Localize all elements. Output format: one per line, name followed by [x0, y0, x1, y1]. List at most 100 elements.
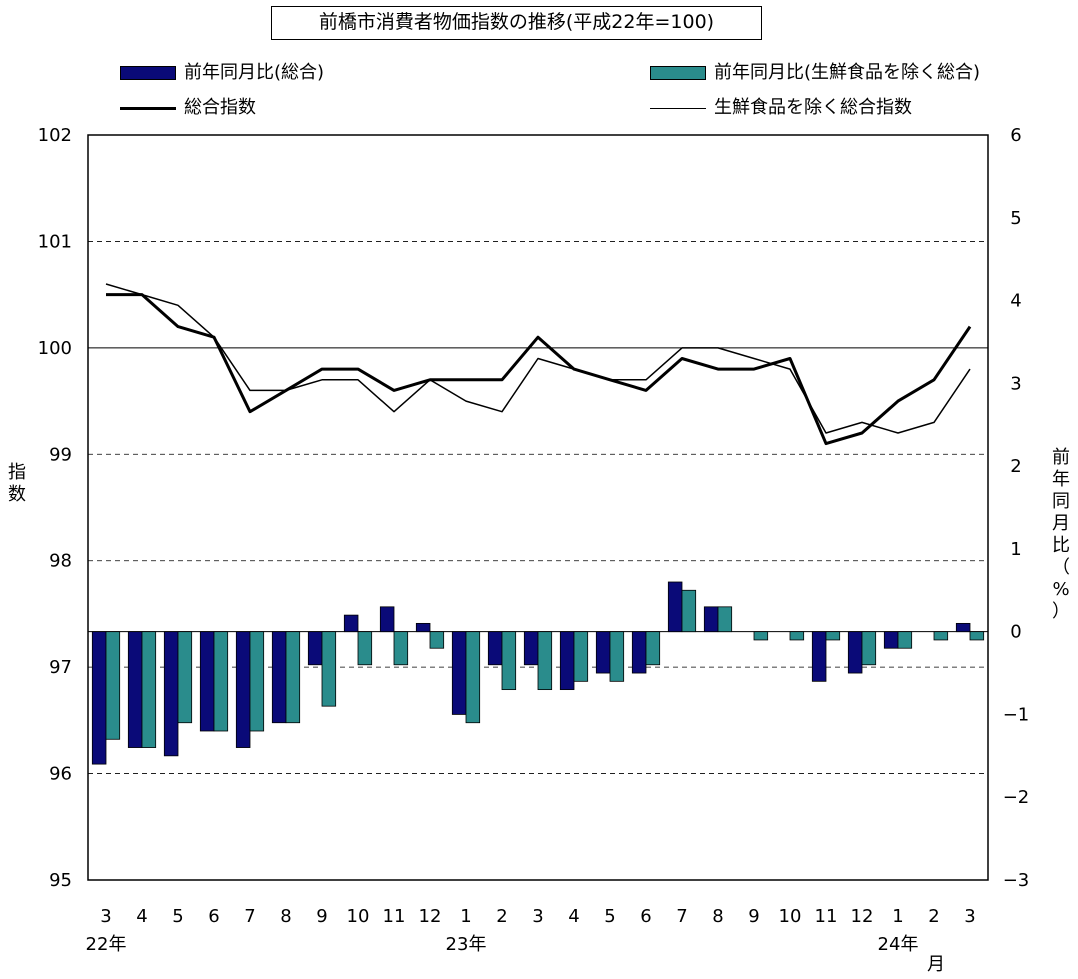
- x-tick-label: 9: [748, 906, 759, 927]
- left-axis-label-char: 数: [8, 484, 26, 505]
- left-tick-label: 97: [49, 657, 72, 678]
- right-tick-label: 6: [1010, 125, 1021, 146]
- x-tick-label: 8: [280, 906, 291, 927]
- right-tick-label: −1: [1003, 704, 1030, 725]
- bar-total: [271, 631, 287, 724]
- right-tick-label: 5: [1010, 208, 1021, 229]
- x-tick-label: 10: [347, 906, 370, 927]
- year-label: 22年: [86, 934, 127, 955]
- bar-core: [897, 631, 913, 649]
- bar-core: [969, 631, 985, 641]
- right-tick-label: 2: [1010, 456, 1021, 477]
- x-tick-label: 11: [815, 906, 838, 927]
- bar-core: [537, 631, 553, 691]
- bar-core: [141, 631, 157, 748]
- bar-total: [379, 606, 395, 633]
- x-tick-label: 2: [928, 906, 939, 927]
- right-axis-label-char: 比: [1052, 535, 1070, 556]
- right-axis-label-char: （: [1052, 557, 1070, 578]
- bar-core: [573, 631, 589, 682]
- right-axis-label: 前 年 同 月 比 （ % ）: [1050, 447, 1072, 623]
- right-tick-label: 4: [1010, 291, 1021, 312]
- left-axis-label: 指 数: [6, 462, 28, 506]
- left-axis-label-char: 指: [8, 462, 26, 483]
- right-tick-label: −2: [1003, 787, 1030, 808]
- bar-core: [285, 631, 301, 724]
- bar-total: [811, 631, 827, 682]
- legend-label-line-core: 生鮮食品を除く総合指数: [714, 97, 912, 118]
- bar-total: [559, 631, 575, 691]
- left-tick-label: 100: [38, 338, 72, 359]
- bar-core: [861, 631, 877, 666]
- x-tick-label: 10: [779, 906, 802, 927]
- right-axis-ticks: −3 −2 −1 0 1 2 3 4 5 6: [1003, 125, 1030, 891]
- right-axis-label-char: 年: [1052, 469, 1070, 490]
- line-series: [105, 283, 972, 446]
- left-tick-label: 101: [38, 231, 72, 252]
- x-tick-label: 6: [208, 906, 219, 927]
- bar-total: [127, 631, 143, 748]
- bar-total: [595, 631, 611, 674]
- bar-core: [393, 631, 409, 666]
- bar-core: [825, 631, 841, 641]
- bar-total: [199, 631, 215, 732]
- right-tick-label: −3: [1003, 870, 1030, 891]
- x-tick-label: 4: [568, 906, 579, 927]
- bar-core: [357, 631, 373, 666]
- right-axis-label-char: ）: [1052, 601, 1070, 622]
- x-tick-label: 7: [244, 906, 255, 927]
- bar-total: [307, 631, 323, 666]
- chart-title: 前橋市消費者物価指数の推移(平成22年=100): [271, 6, 762, 40]
- x-tick-label: 7: [676, 906, 687, 927]
- right-tick-label: 1: [1010, 539, 1021, 560]
- right-axis-label-char: %: [1052, 579, 1070, 600]
- line-total: [106, 293, 972, 446]
- bar-core: [429, 631, 445, 649]
- bar-series: [91, 581, 985, 765]
- bar-core: [717, 606, 733, 633]
- legend-swatch-line-core: [650, 107, 706, 109]
- legend-swatch-bar-total: [120, 66, 176, 80]
- legend-swatch-bar-core: [650, 66, 706, 80]
- right-axis-label-char: 同: [1052, 491, 1070, 512]
- bar-core: [501, 631, 517, 691]
- left-axis-ticks: 95 96 97 98 99 100 101 102: [38, 125, 72, 891]
- x-tick-label: 1: [460, 906, 471, 927]
- x-tick-label: 2: [496, 906, 507, 927]
- right-axis-label-char: 前: [1052, 447, 1070, 468]
- bar-core: [105, 631, 121, 740]
- plot-frame: [87, 134, 989, 881]
- legend-item-bar-total: 前年同月比(総合): [120, 62, 324, 84]
- bar-total: [847, 631, 863, 674]
- x-tick-label: 1: [892, 906, 903, 927]
- bar-core: [645, 631, 661, 666]
- x-tick-label: 4: [136, 906, 147, 927]
- x-tick-label: 3: [964, 906, 975, 927]
- bar-core: [465, 631, 481, 724]
- left-tick-label: 102: [38, 125, 72, 146]
- bar-total: [955, 622, 971, 633]
- bar-core: [681, 589, 697, 633]
- bar-core: [753, 631, 769, 641]
- x-axis-unit-label: 月: [927, 954, 945, 975]
- x-tick-label: 5: [172, 906, 183, 927]
- legend-label-bar-total: 前年同月比(総合): [184, 62, 325, 83]
- bar-total: [523, 631, 539, 666]
- left-tick-label: 96: [49, 764, 72, 785]
- bar-total: [163, 631, 179, 757]
- bar-total: [415, 622, 431, 633]
- bar-total: [667, 581, 683, 633]
- bar-total: [487, 631, 503, 666]
- bar-core: [321, 631, 337, 707]
- x-tick-label: 3: [532, 906, 543, 927]
- x-tick-label: 12: [419, 906, 442, 927]
- x-tick-label: 3: [100, 906, 111, 927]
- x-tick-label: 8: [712, 906, 723, 927]
- x-tick-label: 11: [383, 906, 406, 927]
- line-core: [105, 283, 971, 434]
- bar-total: [631, 631, 647, 674]
- left-tick-label: 98: [49, 551, 72, 572]
- right-tick-label: 3: [1010, 373, 1021, 394]
